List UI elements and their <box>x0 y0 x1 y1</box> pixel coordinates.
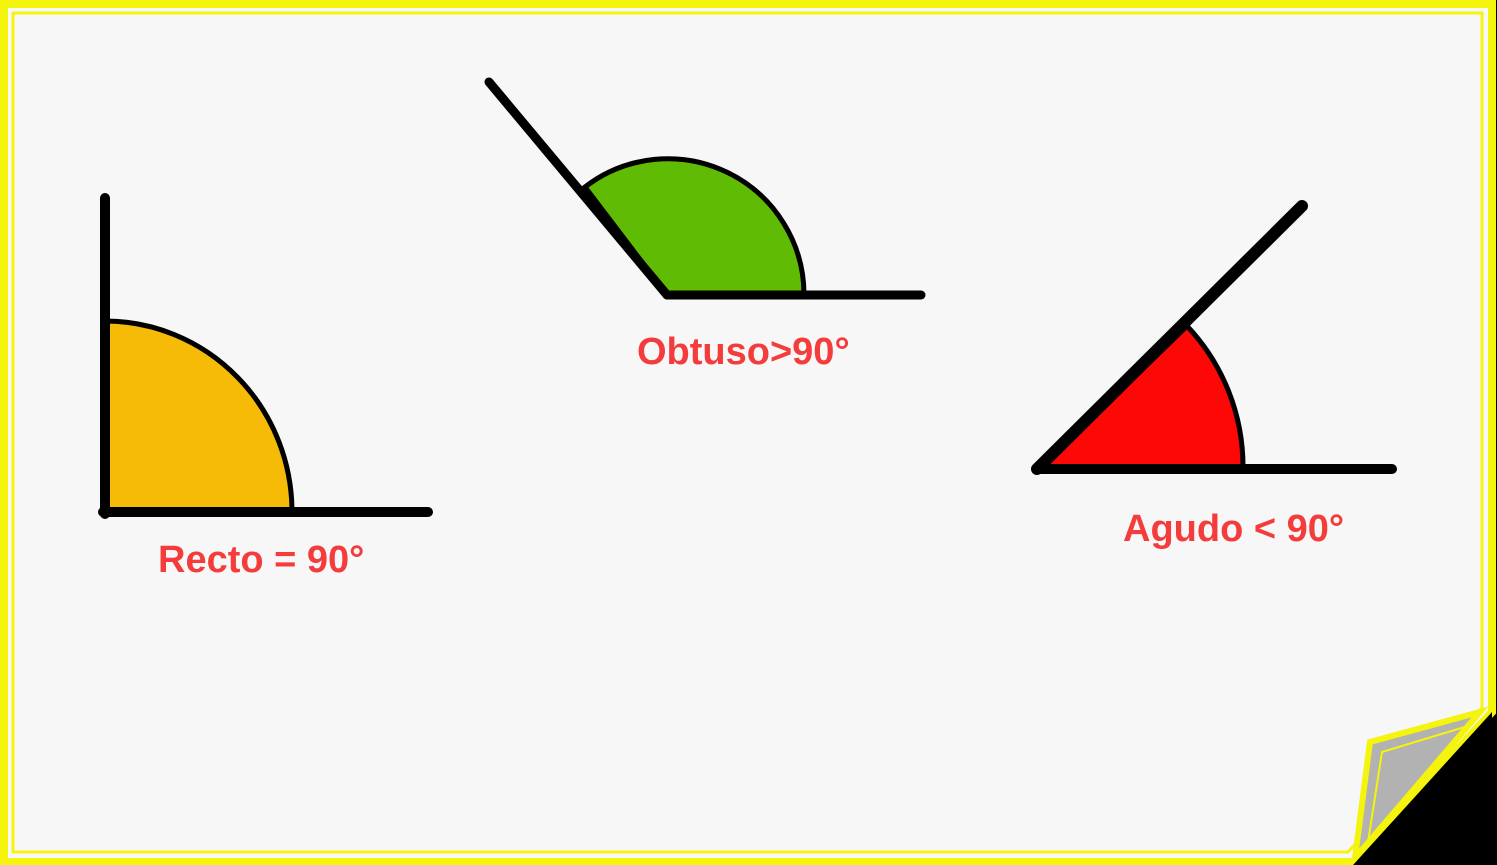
acute-angle-ray-slanted <box>1031 200 1308 475</box>
right-angle-arc <box>102 318 295 515</box>
obtuse-angle-label: Obtuso>90° <box>637 331 850 373</box>
right-angle-label: Recto = 90° <box>158 539 364 581</box>
acute-angle-arc <box>1033 322 1246 472</box>
obtuse-angle-arc <box>581 156 807 298</box>
obtuse-angle <box>484 77 926 300</box>
acute-angle <box>1031 200 1397 475</box>
right-angle <box>98 193 433 519</box>
page-curl-icon <box>1351 706 1492 865</box>
acute-angle-label: Agudo < 90° <box>1123 508 1344 550</box>
obtuse-angle-ray-slanted <box>484 77 672 300</box>
